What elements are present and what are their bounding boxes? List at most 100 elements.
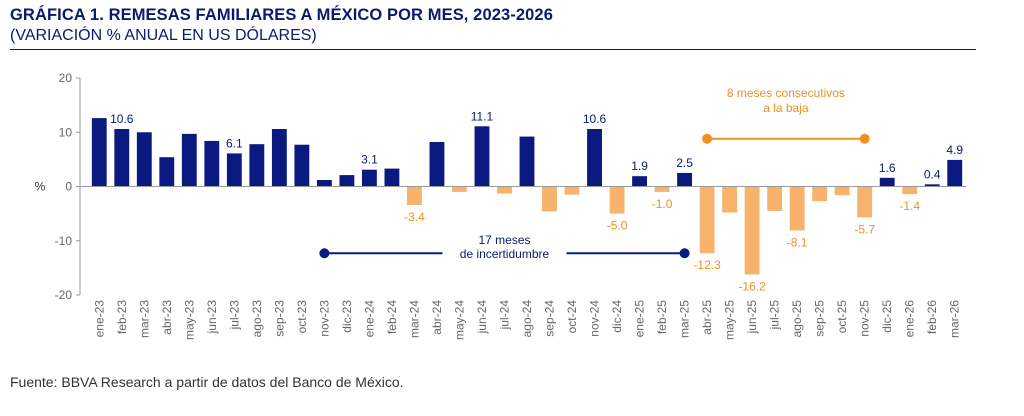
x-tick-label: sep-23 xyxy=(272,300,286,337)
data-label-feb-25: -1.0 xyxy=(652,197,673,211)
x-tick-label: may-25 xyxy=(723,300,737,340)
data-label-ago-25: -8.1 xyxy=(787,235,808,249)
annotation-text-1-line-1: 8 meses consecutivos xyxy=(727,86,845,100)
x-tick-label: ene-25 xyxy=(633,300,647,338)
bar-ago-23 xyxy=(249,144,265,187)
x-tick-label: jun-25 xyxy=(745,300,759,335)
x-tick-label: dic-24 xyxy=(610,300,624,333)
annotation-dot-start-0 xyxy=(319,248,330,259)
x-tick-label: mar-24 xyxy=(407,300,421,338)
data-label-feb-23: 10.6 xyxy=(110,112,134,126)
data-label-nov-24: 10.6 xyxy=(583,112,607,126)
bar-may-24 xyxy=(452,186,467,192)
data-label-mar-24: -3.4 xyxy=(404,210,425,224)
annotation-text-bg-0 xyxy=(442,245,567,262)
x-tick-label: ago-24 xyxy=(520,300,534,338)
x-tick-label: oct-24 xyxy=(565,300,579,334)
bar-dic-24 xyxy=(609,186,625,214)
chart-subtitle: (VARIACIÓN % ANUAL EN US DÓLARES) xyxy=(10,27,317,44)
bar-chart: 20 10 0 -10 -20% ene-23 feb-23 mar-23 abr-23 may… xyxy=(35,71,966,340)
data-label-dic-24: -5.0 xyxy=(607,219,628,233)
bar-jul-23 xyxy=(226,153,242,187)
y-tick-label: -10 xyxy=(55,234,73,248)
bar-oct-23 xyxy=(294,144,310,187)
x-tick-label: oct-23 xyxy=(295,300,309,334)
data-label-ene-24: 3.1 xyxy=(361,153,378,167)
bar-oct-25 xyxy=(834,186,850,196)
bar-mar-24 xyxy=(407,186,422,205)
x-tick-label: nov-23 xyxy=(317,300,331,337)
bar-jul-24 xyxy=(497,186,512,194)
bar-dic-23 xyxy=(339,175,355,187)
annotation-dot-start-1 xyxy=(702,133,713,144)
bar-jun-25 xyxy=(744,186,760,275)
data-label-feb-26: 0.4 xyxy=(924,167,941,181)
bar-nov-25 xyxy=(857,186,873,218)
bar-nov-23 xyxy=(316,179,332,187)
bar-dic-25 xyxy=(879,177,895,187)
x-tick-label: abr-25 xyxy=(700,300,714,335)
annotation-text-0-line-2: de incertidumbre xyxy=(460,247,550,261)
bar-feb-24 xyxy=(384,168,400,187)
x-tick-label: feb-23 xyxy=(115,300,129,334)
x-tick-label: jul-25 xyxy=(768,300,782,331)
x-tick-label: mar-25 xyxy=(678,300,692,338)
bar-ago-24 xyxy=(519,136,535,187)
data-label-mar-26: 4.9 xyxy=(946,143,963,157)
bar-mar-23 xyxy=(136,132,152,187)
x-tick-label: abr-24 xyxy=(430,300,444,335)
bar-oct-24 xyxy=(564,186,580,195)
x-tick-label: ago-25 xyxy=(790,300,804,338)
bar-sep-24 xyxy=(542,186,557,212)
x-tick-label: jun-23 xyxy=(205,300,219,335)
x-axis: ene-23 feb-23 mar-23 abr-23 may-23 jun-23 jul-… xyxy=(80,186,966,340)
y-tick-label: 0 xyxy=(65,180,72,194)
x-tick-label: dic-25 xyxy=(880,300,894,333)
y-tick-label: 20 xyxy=(59,71,73,85)
bar-abr-25 xyxy=(699,186,715,254)
bar-feb-26 xyxy=(924,184,940,187)
data-label-nov-25: -5.7 xyxy=(854,222,875,236)
x-tick-label: may-23 xyxy=(182,300,196,340)
bar-abr-23 xyxy=(159,157,175,187)
x-tick-label: mar-26 xyxy=(948,300,962,338)
bar-jun-23 xyxy=(204,140,220,187)
bar-feb-25 xyxy=(654,186,670,192)
bar-abr-24 xyxy=(429,142,445,187)
y-axis: 20 10 0 -10 -20% xyxy=(35,71,81,302)
bar-ene-24 xyxy=(361,169,377,187)
x-tick-label: abr-23 xyxy=(160,300,174,335)
bar-mar-26 xyxy=(947,159,963,187)
bar-nov-24 xyxy=(587,128,602,187)
data-label-abr-25: -12.3 xyxy=(693,258,721,272)
bars xyxy=(91,118,963,275)
annotation-text-1-line-2: a la baja xyxy=(763,101,809,115)
annotation-text-0-line-1: 17 meses xyxy=(478,233,530,247)
x-tick-label: ago-23 xyxy=(250,300,264,338)
x-tick-label: ene-26 xyxy=(903,300,917,338)
data-label-ene-26: -1.4 xyxy=(899,199,920,213)
bar-sep-23 xyxy=(271,128,287,187)
bar-ene-25 xyxy=(632,176,647,187)
x-tick-label: feb-26 xyxy=(925,300,939,334)
y-axis-label: % xyxy=(35,180,46,194)
x-tick-label: feb-25 xyxy=(655,300,669,334)
bar-ene-26 xyxy=(902,186,918,195)
chart-title: GRÁFICA 1. REMESAS FAMILIARES A MÉXICO P… xyxy=(10,6,553,24)
x-tick-label: nov-24 xyxy=(588,300,602,337)
y-tick-label: 10 xyxy=(59,125,73,139)
data-label-jun-24: 11.1 xyxy=(471,109,494,123)
x-tick-label: jun-24 xyxy=(475,300,489,335)
annotation-dot-end-1 xyxy=(859,133,870,144)
x-tick-label: mar-23 xyxy=(137,300,151,338)
bar-feb-23 xyxy=(114,128,130,187)
x-tick-label: ene-24 xyxy=(362,300,376,338)
data-label-jul-23: 6.1 xyxy=(226,136,243,150)
data-label-jun-25: -16.2 xyxy=(738,279,766,293)
x-tick-label: jul-24 xyxy=(497,300,511,331)
bar-ago-25 xyxy=(789,186,805,231)
data-labels: 10.6 6.1 3.1 -3.4 11.1 10.6 -5.0 1.9 -1.0 2.5 -12.… xyxy=(110,109,963,293)
x-tick-label: ene-23 xyxy=(92,300,106,338)
x-tick-label: jul-23 xyxy=(227,300,241,331)
